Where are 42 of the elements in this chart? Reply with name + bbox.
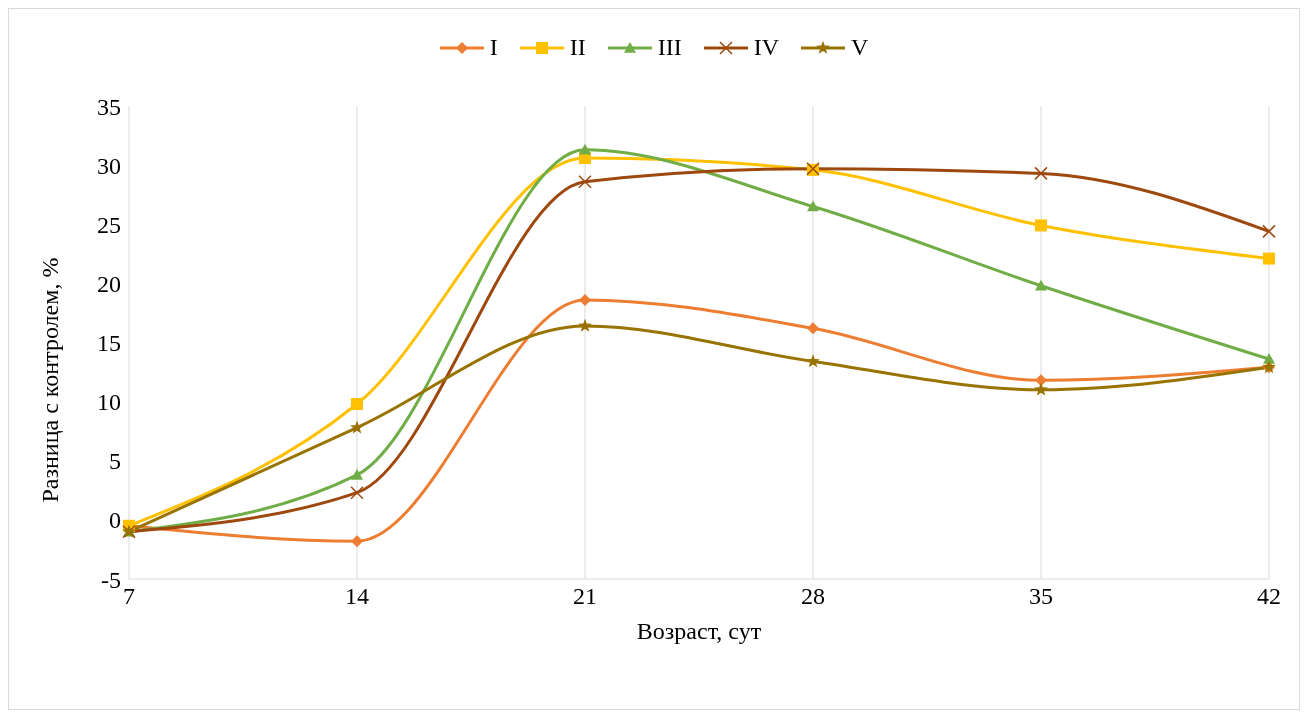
- x-tick-label: 7: [123, 583, 135, 610]
- y-tick-label: 10: [97, 389, 121, 416]
- x-tick-label: 28: [801, 583, 825, 610]
- point: [350, 420, 364, 434]
- x-tick-label: 14: [345, 583, 369, 610]
- point: [350, 485, 364, 500]
- point: [351, 535, 363, 548]
- point: [806, 354, 820, 368]
- point: [578, 174, 592, 189]
- point: [1035, 374, 1047, 387]
- legend-label: II: [568, 34, 586, 61]
- legend-label: IV: [752, 34, 779, 61]
- x-tick-label: 42: [1257, 583, 1281, 610]
- point: [1035, 219, 1047, 232]
- point: [1034, 166, 1048, 181]
- y-tick-label: 30: [97, 152, 121, 179]
- legend-label: I: [488, 34, 498, 61]
- point: [807, 200, 819, 212]
- point: [578, 318, 592, 332]
- x-tick-label: 35: [1029, 583, 1053, 610]
- point: [1263, 353, 1275, 364]
- y-tick-label: 0: [109, 507, 121, 534]
- point: [1034, 382, 1048, 396]
- x-tick-label: 21: [573, 583, 597, 610]
- legend-label: V: [849, 34, 869, 61]
- point: [807, 322, 819, 335]
- y-tick-label: 25: [97, 211, 121, 238]
- y-tick-label: -5: [101, 566, 121, 593]
- point: [579, 143, 591, 155]
- legend-label: III: [656, 34, 682, 61]
- point: [351, 468, 363, 480]
- y-tick-label: 35: [97, 93, 121, 120]
- point: [1035, 279, 1047, 291]
- y-tick-label: 15: [97, 330, 121, 357]
- y-tick-label: 20: [97, 270, 121, 297]
- x-axis-title: Возраст, сут: [636, 618, 762, 644]
- y-tick-label: 5: [109, 448, 121, 475]
- point: [351, 397, 363, 410]
- y-axis-title: Разница с контролем, %: [36, 257, 63, 503]
- point: [1262, 224, 1276, 239]
- point: [579, 293, 591, 306]
- point: [1263, 252, 1275, 265]
